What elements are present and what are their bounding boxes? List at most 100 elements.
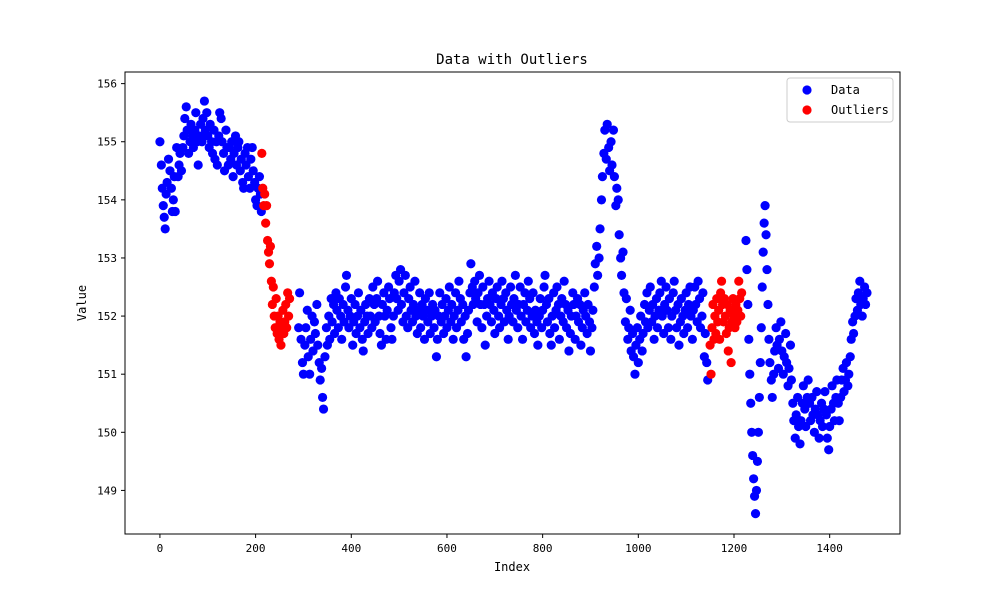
data-point-499 [817, 421, 828, 432]
data-point-284 [529, 328, 540, 339]
data-point-200 [429, 323, 439, 333]
data-point-521 [844, 369, 854, 379]
outlier-point-40 [715, 334, 725, 344]
data-point-162 [384, 282, 394, 292]
data-point-473 [786, 375, 797, 385]
data-point-62 [228, 172, 238, 182]
data-point-227 [461, 352, 471, 362]
y-axis-ticks: 149 150 151 152 153 154 155 156 [97, 78, 125, 497]
data-point-438 [749, 474, 759, 484]
data-point-443 [753, 427, 764, 437]
data-point-109 [320, 352, 330, 362]
y-tick-label: 154 [97, 194, 117, 207]
y-tick-label: 152 [97, 310, 117, 323]
data-point-184 [410, 276, 420, 286]
data-point-431 [742, 264, 752, 275]
data-point-243 [480, 340, 490, 350]
data-point-501 [820, 387, 830, 397]
data-point-298 [546, 340, 556, 350]
data-point-141 [358, 346, 368, 356]
data-point-468 [781, 328, 791, 339]
data-point-283 [528, 288, 538, 298]
data-point-454 [764, 334, 774, 344]
data-point-353 [612, 183, 622, 193]
data-point-504 [824, 445, 834, 455]
data-point-323 [576, 340, 586, 350]
x-tick-label: 400 [341, 542, 361, 555]
data-point-451 [761, 230, 771, 240]
data-point-405 [674, 340, 684, 350]
outlier-point-5 [262, 201, 272, 211]
outlier-point-12 [268, 282, 278, 292]
data-point-364 [625, 305, 635, 315]
outlier-point-62 [736, 311, 746, 321]
data-point-450 [760, 201, 770, 211]
data-point-313 [564, 346, 574, 356]
data-point-134 [350, 299, 360, 310]
data-point-421 [693, 276, 703, 286]
y-tick-label: 150 [97, 426, 117, 439]
data-point-339 [595, 224, 605, 234]
data-point-336 [592, 241, 602, 251]
data-point-68 [235, 166, 245, 176]
data-point-441 [751, 485, 762, 496]
outlier-point-49 [723, 346, 733, 356]
data-point-536 [862, 288, 872, 298]
data-point-445 [755, 357, 765, 368]
data-point-368 [630, 369, 640, 379]
data-point-105 [315, 375, 325, 385]
data-point-341 [597, 172, 608, 182]
data-point-535 [860, 299, 871, 310]
data-point-22 [180, 113, 190, 124]
data-point-400 [668, 288, 678, 298]
data-point-494 [812, 387, 822, 397]
data-point-387 [652, 323, 663, 333]
data-point-338 [594, 253, 604, 263]
data-point-331 [585, 346, 596, 356]
data-point-471 [784, 363, 794, 373]
data-point-231 [466, 259, 476, 269]
outlier-point-52 [726, 357, 736, 368]
data-point-23 [181, 102, 191, 112]
data-point-262 [503, 334, 513, 344]
legend-label-data: Data [831, 83, 860, 97]
data-point-424 [697, 311, 707, 321]
data-point-8 [163, 154, 174, 164]
legend-marker-outliers [802, 105, 812, 115]
data-point-449 [759, 218, 769, 228]
data-point-123 [337, 334, 347, 344]
data-point-205 [435, 288, 445, 298]
data-point-432 [743, 299, 753, 310]
data-point-210 [441, 294, 451, 304]
data-point-435 [746, 398, 756, 408]
data-point-520 [843, 381, 853, 391]
data-point-384 [649, 334, 659, 344]
data-point-522 [845, 352, 855, 362]
data-point-466 [778, 369, 788, 379]
outlier-point-28 [284, 311, 294, 321]
points-layer [155, 96, 872, 519]
data-point-5 [160, 224, 170, 234]
data-point-240 [477, 323, 487, 333]
data-point-293 [540, 270, 550, 280]
outlier-point-31 [706, 369, 716, 379]
data-point-428 [702, 357, 712, 368]
data-point-361 [621, 294, 631, 304]
outlier-point-8 [264, 259, 275, 269]
data-point-248 [486, 317, 497, 327]
y-tick-label: 156 [97, 78, 117, 91]
data-point-102 [312, 299, 322, 310]
outlier-point-15 [271, 294, 281, 304]
data-point-334 [589, 282, 599, 292]
data-point-447 [757, 282, 767, 292]
data-point-401 [669, 276, 679, 286]
data-point-351 [609, 172, 620, 182]
data-point-446 [756, 323, 766, 333]
x-axis-label: Index [494, 560, 530, 574]
data-point-246 [484, 276, 494, 286]
data-point-36 [197, 137, 207, 147]
data-point-188 [415, 288, 425, 298]
data-point-303 [552, 282, 562, 292]
